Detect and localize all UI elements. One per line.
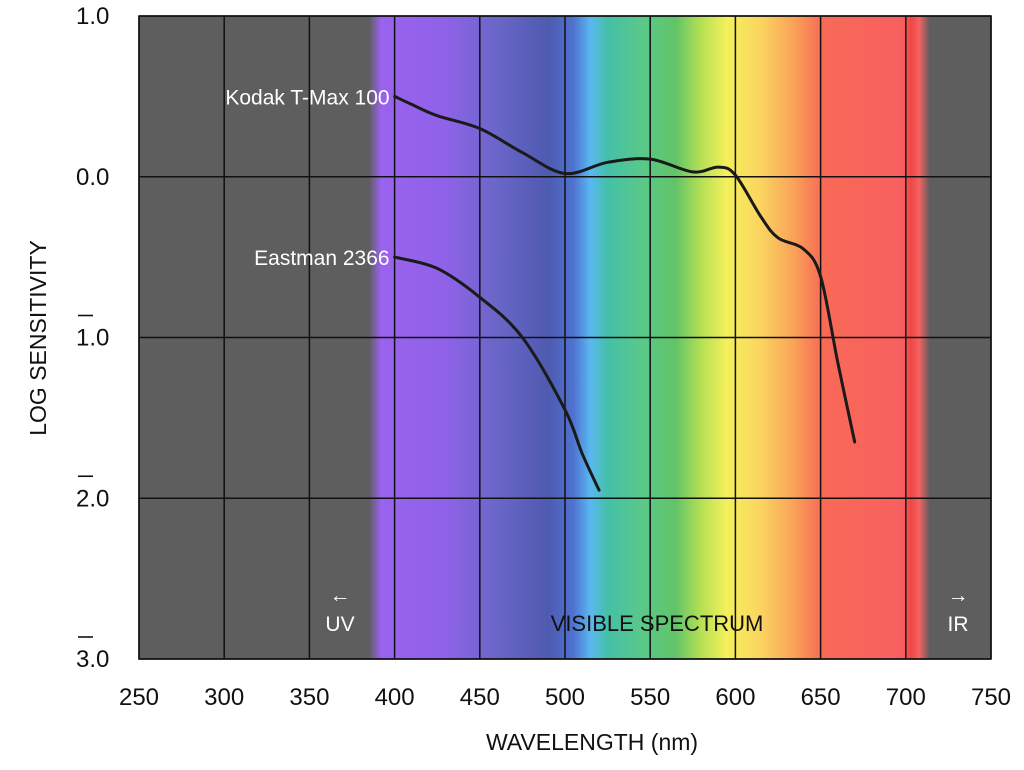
x-tick-label: 400 (375, 684, 415, 711)
region-label-2: IR (948, 613, 969, 636)
x-tick-label: 700 (886, 684, 926, 711)
x-tick-label: 750 (971, 684, 1011, 711)
series-label-0: Kodak T-Max 100 (225, 86, 389, 109)
region-label-1: VISIBLE SPECTRUM (551, 611, 764, 636)
x-tick-label: 300 (204, 684, 244, 711)
series-label-1: Eastman 2366 (254, 247, 389, 270)
y-tick-label: 1.0 (76, 3, 109, 30)
series-line-1 (393, 255, 601, 492)
tick-label-layer: 250 300 350 400 450 500 550 600 650 700 750 1.0 0.0 1… (76, 3, 1011, 711)
x-tick-label: 600 (715, 684, 755, 711)
curve-layer (393, 94, 857, 492)
plot-frame (138, 15, 992, 660)
y-axis-title: LOG SENSITIVITY (25, 240, 51, 436)
series-line-0 (393, 94, 857, 444)
y-tick-label: 2.0 (76, 485, 109, 512)
x-tick-label: 350 (289, 684, 329, 711)
region-arrow-2: → (948, 584, 969, 607)
y-tick-label: 1.0 (76, 325, 109, 352)
x-tick-label: 500 (545, 684, 585, 711)
region-label-0: UV (325, 613, 354, 636)
x-tick-label: 250 (119, 684, 159, 711)
y-tick-label: 3.0 (76, 646, 109, 673)
x-tick-label: 650 (801, 684, 841, 711)
y-tick-label: 0.0 (76, 164, 109, 191)
annotation-layer: Kodak T-Max 100 Eastman 2366 UV ← VISIBLE SP… (225, 86, 968, 636)
x-tick-label: 550 (630, 684, 670, 711)
x-axis-title: WAVELENGTH (nm) (486, 729, 698, 755)
x-tick-label: 450 (460, 684, 500, 711)
region-arrow-0: ← (330, 584, 351, 607)
